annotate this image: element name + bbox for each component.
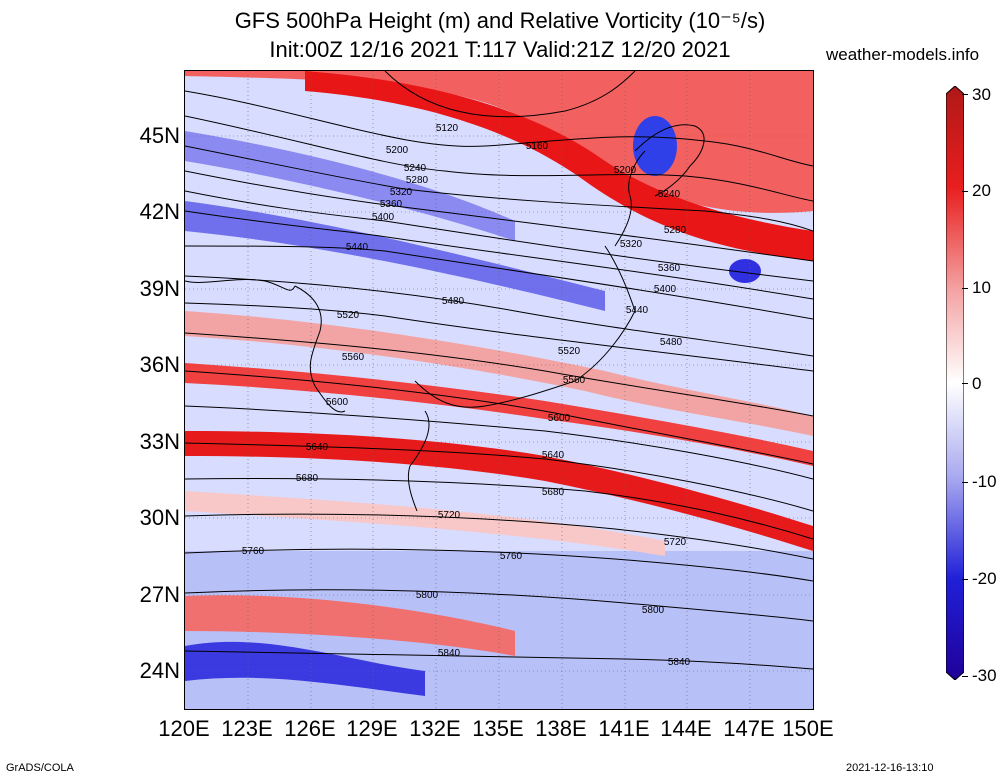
contour-label: 5400 [372,212,395,223]
band-south-negative [185,641,425,696]
contour-label: 5600 [326,397,349,408]
lon-label: 126E [284,716,336,741]
site-credit: weather-models.info [826,45,980,64]
contour-label: 5280 [406,175,429,186]
contour-label: 5440 [626,305,649,316]
graticule [185,71,813,709]
footer-credit: GrADS/COLA [6,762,74,774]
lat-label: 45N [139,123,180,148]
lat-label: 27N [139,582,180,607]
contour-label: 5320 [390,187,413,198]
contour-label: 5680 [542,487,565,498]
lon-label: 129E [346,716,398,741]
lon-label: 138E [535,716,587,741]
colorbar-tick [962,579,968,580]
contour-label-group: 5120 5160 5200 5200 5240 5240 5280 5280 … [242,123,691,668]
colorbar-tick [962,94,968,95]
contour-label: 5680 [296,473,319,484]
map-subtitle: Init:00Z 12/16 2021 T:117 Valid:21Z 12/2… [269,37,731,62]
contour-label: 5280 [664,225,687,236]
lon-label: 123E [221,716,273,741]
lon-label: 120E [158,716,210,741]
band-jet-positive [305,71,813,261]
map-canvas: 5120 5160 5200 5200 5240 5240 5280 5280 … [185,71,813,709]
colorbar-tick [962,191,968,192]
lat-label: 42N [139,199,180,224]
lat-label: 39N [139,276,180,301]
height-contours [185,71,813,670]
lat-label: 36N [139,352,180,377]
contour-label: 5800 [642,605,665,616]
contour-label: 5360 [380,199,403,210]
coastlines [185,124,705,512]
vortex-low-east [729,259,761,283]
contour-label: 5240 [404,163,427,174]
contour-label: 5320 [620,239,643,250]
vorticity-map: 5120 5160 5200 5200 5240 5240 5280 5280 … [184,70,814,710]
map-title: GFS 500hPa Height (m) and Relative Vorti… [234,8,766,33]
contour-label: 5800 [416,590,439,601]
contour-label: 5160 [526,141,549,152]
colorbar-label: 0 [972,374,982,393]
colorbar-label: -20 [972,569,997,588]
colorbar-tick [962,676,968,677]
lat-label: 33N [139,429,180,454]
contour-label: 5720 [664,537,687,548]
lon-label: 150E [782,716,834,741]
contour-label: 5440 [346,242,369,253]
colorbar-label: 10 [972,278,991,297]
colorbar-label: 30 [972,85,991,104]
lon-label: 132E [409,716,461,741]
contour-label: 5840 [668,657,691,668]
contour-label: 5200 [386,145,409,156]
lon-label: 147E [723,716,775,741]
contour-label: 5600 [548,413,571,424]
colorbar-tick [962,383,968,384]
colorbar [946,86,964,680]
contour-label: 5840 [438,648,461,659]
contour-label: 5560 [563,375,586,386]
colorbar-label: -30 [972,666,997,685]
contour-label: 5400 [654,284,677,295]
contour-label: 5520 [337,310,360,321]
contour-label: 5480 [660,337,683,348]
contour-label: 5200 [614,165,637,176]
band-pos-b [185,491,665,556]
band-north-negative [185,131,515,241]
contour-label: 5480 [442,296,465,307]
contour-label: 5760 [500,551,523,562]
band-mid-positive [185,311,813,436]
footer-timestamp: 2021-12-16-13:10 [846,762,934,774]
contour-label: 5720 [438,510,461,521]
band-south-positive [185,595,515,656]
contour-label: 5240 [658,189,681,200]
band-pos-a [185,363,813,466]
contour-label: 5640 [306,442,329,453]
contour-label: 5360 [658,263,681,274]
contour-label: 5760 [242,546,265,557]
colorbar-tick [962,288,968,289]
lat-label: 30N [139,505,180,530]
lon-label: 135E [472,716,524,741]
colorbar-label: 20 [972,181,991,200]
lat-label: 24N [139,658,180,683]
vortex-low-north [633,116,677,176]
band-north-positive [185,71,813,213]
colorbar-label: -10 [972,472,997,491]
band-mid-negative [185,201,605,311]
colorbar-tick [962,482,968,483]
lon-label: 144E [660,716,712,741]
contour-label: 5120 [436,123,459,134]
lon-label: 141E [598,716,650,741]
contour-label: 5640 [542,450,565,461]
contour-label: 5560 [342,352,365,363]
contour-label: 5520 [558,346,581,357]
